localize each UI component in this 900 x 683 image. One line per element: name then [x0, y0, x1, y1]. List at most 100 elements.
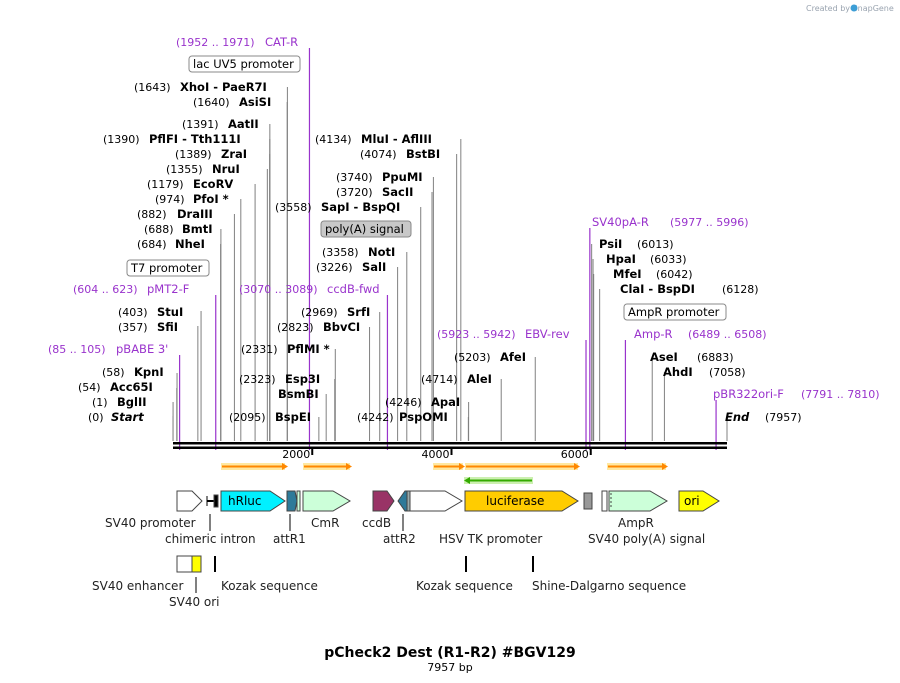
site-pfoi[interactable]: (974) PfoI *: [155, 192, 229, 206]
site-sapi[interactable]: (3558) SapI - BspQI: [275, 200, 400, 214]
site-psii[interactable]: PsiI (6013): [599, 237, 674, 251]
svg-text:(357): (357): [118, 321, 148, 334]
label-polya-signal[interactable]: poly(A) signal: [320, 220, 412, 238]
primer-ccdb-fwd[interactable]: (3070 .. 3089) ccdB-fwd: [239, 282, 380, 296]
svg-text:ccdB-fwd: ccdB-fwd: [327, 282, 380, 296]
feature-hrluc[interactable]: [220, 490, 286, 512]
site-mfei[interactable]: MfeI (6042): [613, 267, 693, 281]
svg-text:(1952 .. 1971): (1952 .. 1971): [176, 36, 255, 49]
svg-text:PflMI *: PflMI *: [287, 342, 330, 356]
site-kpni[interactable]: (58) KpnI: [102, 365, 164, 379]
feature-cmr[interactable]: [302, 490, 351, 512]
primer-pmt2-f[interactable]: (604 .. 623) pMT2-F: [73, 282, 189, 296]
snapgene-logo-icon: [850, 4, 858, 12]
site-asisi[interactable]: (1640) AsiSI: [193, 95, 271, 109]
site-xhoi[interactable]: (1643) XhoI - PaeR7I: [134, 80, 267, 94]
site-bglii[interactable]: (1) BglII: [92, 395, 147, 409]
primer-amp-r[interactable]: Amp-R (6489 .. 6508): [634, 327, 767, 341]
primer-ebv-rev[interactable]: (5923 .. 5942) EBV-rev: [437, 327, 570, 341]
site-aatii[interactable]: (1391) AatII: [182, 117, 259, 131]
svg-text:ClaI - BspDI: ClaI - BspDI: [620, 282, 695, 296]
orf-arrow: [303, 463, 352, 470]
label-ampr-promoter[interactable]: AmpR promoter: [623, 303, 727, 321]
site-hpai[interactable]: HpaI (6033): [606, 252, 687, 266]
site-pflfi[interactable]: (1390) PflFI - Tth111I: [103, 132, 241, 146]
svg-text:poly(A) signal: poly(A) signal: [325, 222, 404, 236]
primer-pbabe3[interactable]: (85 .. 105) pBABE 3': [48, 342, 168, 356]
site-bstbi[interactable]: (4074) BstBI: [360, 147, 440, 161]
svg-text:(3720): (3720): [336, 186, 373, 199]
site-asei[interactable]: AseI (6883): [650, 350, 734, 364]
feature-sv40-promoter[interactable]: [176, 490, 203, 512]
site-sacii[interactable]: (3720) SacII: [336, 185, 413, 199]
orf-arrow-reverse: [464, 477, 533, 484]
svg-text:(7791 .. 7810): (7791 .. 7810): [801, 388, 880, 401]
feature-label-sv40-enhancer: SV40 enhancer: [92, 579, 183, 593]
feature-hsv-tk-promoter[interactable]: [409, 490, 463, 512]
svg-text:BbvCI: BbvCI: [323, 320, 360, 334]
svg-text:(1640): (1640): [193, 96, 230, 109]
site-srfi[interactable]: (2969) SrfI: [301, 305, 370, 319]
primer-cat-r[interactable]: (1952 .. 1971) CAT-R: [176, 35, 298, 49]
svg-text:(4134): (4134): [315, 133, 352, 146]
feature-ccdb[interactable]: [372, 490, 395, 512]
site-sali[interactable]: (3226) SalI: [316, 260, 386, 274]
site-ecorv[interactable]: (1179) EcoRV: [147, 177, 233, 191]
svg-text:AatII: AatII: [228, 117, 259, 131]
site-bsmbi[interactable]: BsmBI: [278, 387, 319, 401]
site-draiii[interactable]: (882) DraIII: [137, 207, 213, 221]
site-esp3i[interactable]: (2323) Esp3I: [239, 372, 320, 386]
svg-text:(684): (684): [137, 238, 167, 251]
site-ppumi[interactable]: (3740) PpuMI: [336, 170, 423, 184]
svg-text:MluI - AflIII: MluI - AflIII: [361, 132, 432, 146]
feature-ori[interactable]: [678, 490, 720, 512]
label-lac-uv5-promoter[interactable]: lac UV5 promoter: [188, 55, 301, 73]
site-acc65i[interactable]: (54) Acc65I: [78, 380, 153, 394]
site-stui[interactable]: (403) StuI: [118, 305, 183, 319]
svg-text:EcoRV: EcoRV: [193, 177, 233, 191]
site-nrui[interactable]: (1355) NruI: [166, 162, 240, 176]
site-end[interactable]: End (7957): [725, 410, 802, 424]
site-apai[interactable]: (4246) ApaI: [385, 395, 460, 409]
feature-luciferase[interactable]: [464, 490, 579, 512]
feature-chimeric-intron[interactable]: [206, 494, 219, 508]
svg-text:Start: Start: [111, 410, 144, 424]
feature-sv40-polya-signal[interactable]: [583, 492, 593, 510]
site-pspomi[interactable]: (4242) PspOMI: [357, 410, 448, 424]
site-sfii[interactable]: (357) SfiI: [118, 320, 178, 334]
feature-label-kozak-1: Kozak sequence: [221, 579, 318, 593]
plasmid-title: pCheck2 Dest (R1-R2) #BGV129: [324, 645, 575, 661]
site-bbvci[interactable]: (2823) BbvCI: [277, 320, 360, 334]
site-bspei[interactable]: (2095) BspEI: [229, 410, 311, 424]
svg-text:End: End: [725, 410, 750, 424]
site-pflmi[interactable]: (2331) PflMI *: [241, 342, 330, 356]
svg-text:SalI: SalI: [362, 260, 386, 274]
site-start[interactable]: (0) Start: [88, 410, 144, 424]
svg-text:(1391): (1391): [182, 118, 219, 131]
svg-text:BsmBI: BsmBI: [278, 387, 319, 401]
svg-text:BstBI: BstBI: [406, 147, 440, 161]
primer-pbr322ori-f[interactable]: pBR322ori-F (7791 .. 7810): [713, 387, 880, 401]
svg-text:DraIII: DraIII: [177, 207, 213, 221]
feature-attr1-marker: [296, 490, 301, 512]
site-afei[interactable]: (5203) AfeI: [454, 350, 526, 364]
site-bmti[interactable]: (688) BmtI: [144, 222, 213, 236]
site-ahdi[interactable]: AhdI (7058): [663, 365, 746, 379]
site-noti[interactable]: (3358) NotI: [322, 245, 395, 259]
site-nhei[interactable]: (684) NheI: [137, 237, 205, 251]
feature-sv40-ori[interactable]: [191, 555, 202, 573]
site-zrai[interactable]: (1389) ZraI: [175, 147, 247, 161]
svg-text:(6128): (6128): [722, 283, 759, 296]
label-t7-promoter[interactable]: T7 promoter: [126, 259, 210, 277]
primer-sv40pa-r[interactable]: SV40pA-R (5977 .. 5996): [592, 215, 749, 229]
site-clai[interactable]: ClaI - BspDI (6128): [620, 282, 759, 296]
svg-text:SrfI: SrfI: [347, 305, 370, 319]
svg-text:(3226): (3226): [316, 261, 353, 274]
feature-attr1[interactable]: [286, 490, 298, 512]
site-mlui[interactable]: (4134) MluI - AflIII: [315, 132, 432, 146]
feature-sv40-enhancer[interactable]: [176, 555, 193, 573]
feature-ampr[interactable]: [608, 490, 668, 512]
feature-label-cmr: CmR: [311, 516, 339, 530]
svg-text:(0): (0): [88, 411, 104, 424]
site-alei[interactable]: (4714) AleI: [421, 372, 492, 386]
